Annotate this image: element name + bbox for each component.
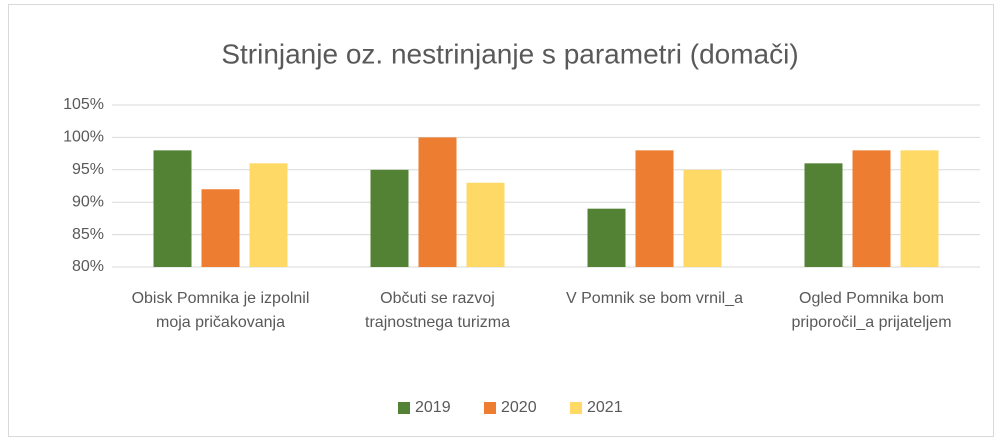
bar: [900, 150, 939, 267]
y-tick-label: 85%: [72, 226, 104, 243]
bar: [201, 189, 240, 267]
bar: [587, 208, 626, 267]
y-tick-label: 80%: [72, 258, 104, 275]
x-tick-label: Občuti se razvoj trajnostnega turizma: [365, 290, 510, 331]
x-tick-label: Ogled Pomnika bom priporočil_a prijatelj…: [791, 290, 952, 331]
bar: [370, 169, 409, 267]
y-tick-label: 100%: [63, 129, 104, 146]
legend-swatch: [570, 402, 582, 414]
legend-swatch: [484, 402, 496, 414]
legend-label: 2020: [501, 399, 537, 416]
bar: [852, 150, 891, 267]
y-tick-label: 90%: [72, 193, 104, 210]
bar: [804, 163, 843, 267]
bar: [249, 163, 288, 267]
bar: [635, 150, 674, 267]
x-tick-label: Obisk Pomnika je izpolnil moja pričakova…: [131, 290, 310, 331]
y-tick-label: 105%: [63, 96, 104, 113]
legend-swatch: [398, 402, 410, 414]
bar: [683, 169, 722, 267]
bar: [153, 150, 192, 267]
x-tick-label: V Pomnik se bom vrnil_a: [566, 290, 743, 307]
y-tick-label: 95%: [72, 161, 104, 178]
chart-title: Strinjanje oz. nestrinjanje s parametri …: [221, 38, 798, 69]
legend-label: 2019: [415, 399, 451, 416]
bar: [466, 182, 505, 267]
legend-label: 2021: [587, 399, 623, 416]
bar: [418, 137, 457, 267]
